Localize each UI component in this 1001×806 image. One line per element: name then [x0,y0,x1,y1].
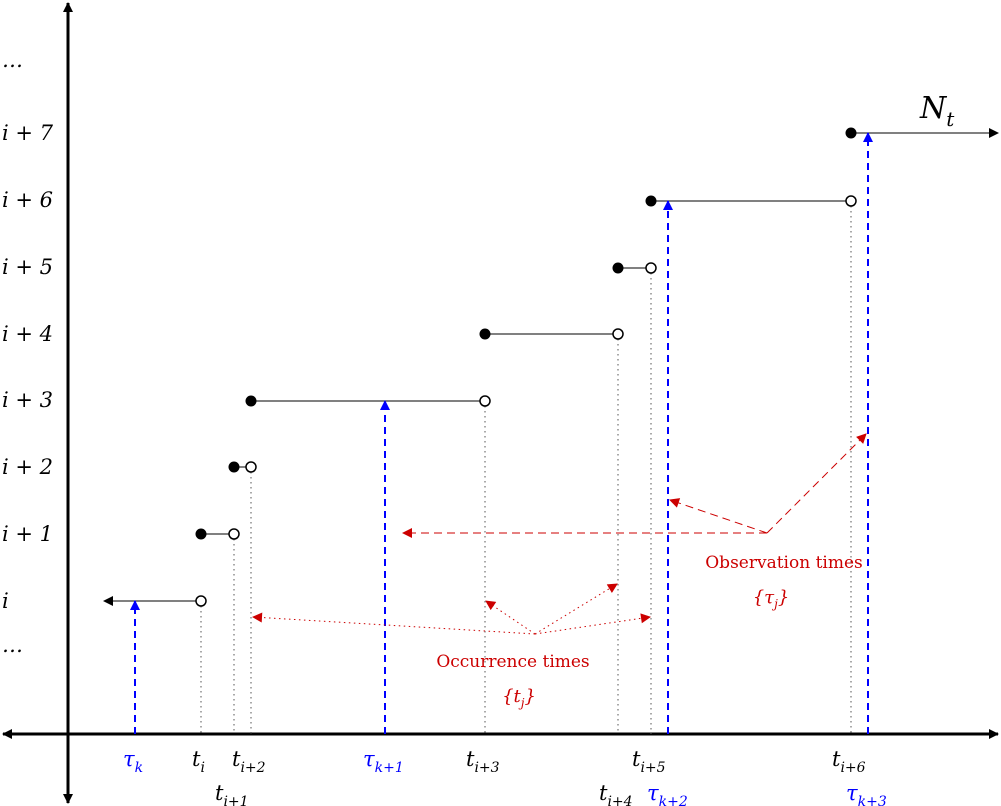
observation-pointer-3 [766,433,867,534]
occurrence-pointer-4 [534,613,651,635]
open-marker-i2 [245,461,257,473]
observation-times-title: Observation times [705,553,863,573]
y-label-i5: i + 5 [2,255,53,279]
tick-label-t-i1: ti+1 [215,781,249,806]
tick-label-t-i3: ti+3 [466,747,500,776]
observation-pointer-2 [669,498,768,534]
open-marker-i [195,595,207,607]
occurrence-pointer-1 [252,612,536,635]
closed-marker-i7 [845,127,857,139]
tick-label-tau-k2: τk+2 [647,781,688,806]
observation-pointers [402,433,867,538]
closed-marker-i2 [228,461,240,473]
tick-label-t-i4: ti+4 [599,781,633,806]
open-marker-i3 [479,395,491,407]
closed-marker-i6 [645,195,657,207]
y-label-dots-top: … [2,48,23,72]
y-label-i6: i + 6 [2,188,53,212]
observation-arrows [130,132,873,734]
y-label-i3: i + 3 [2,388,53,412]
tick-label-tau-k: τk [123,747,143,776]
annotations: Observation times {τj} Occurrence times … [436,553,862,710]
tick-label-t-i: ti [192,747,205,776]
y-axis-labels: … i + 7 i + 6 i + 5 i + 4 i + 3 i + 2 i … [2,48,54,657]
closed-marker-i1 [195,528,207,540]
y-label-i7: i + 7 [2,121,54,145]
closed-marker-i5 [612,262,624,274]
open-marker-i1 [228,528,240,540]
closed-marker-i4 [479,328,491,340]
occurrence-times-title: Occurrence times [436,652,589,672]
observation-tick-labels: τk τk+1 τk+2 τk+3 [123,747,887,806]
open-marker-i5 [645,262,657,274]
y-label-i4: i + 4 [2,322,53,346]
occurrence-pointer-3 [534,583,618,635]
tick-label-t-i5: ti+5 [632,747,666,776]
y-label-dots-bottom: … [2,633,23,657]
step-function [103,128,999,606]
tick-label-tau-k3: τk+3 [846,781,887,806]
closed-marker-i3 [245,395,257,407]
tick-label-t-i6: ti+6 [832,747,866,776]
jump-markers [195,127,857,607]
process-label: Nt [919,91,955,131]
occurrence-guides [200,201,852,734]
occurrence-times-set: {tj} [502,686,536,710]
y-label-i1: i + 1 [2,522,53,546]
open-marker-i6 [845,195,857,207]
observation-times-set: {τj} [753,587,790,611]
occurrence-tick-labels: ti ti+1 ti+2 ti+3 ti+4 ti+5 ti+6 [192,747,866,806]
occurrence-pointer-2 [485,600,536,635]
tick-label-tau-k1: τk+1 [363,747,404,776]
y-label-i2: i + 2 [2,455,53,479]
open-marker-i4 [612,328,624,340]
tick-label-t-i2: ti+2 [232,747,266,776]
occurrence-pointers [252,583,651,635]
y-label-i0: i [2,589,9,613]
